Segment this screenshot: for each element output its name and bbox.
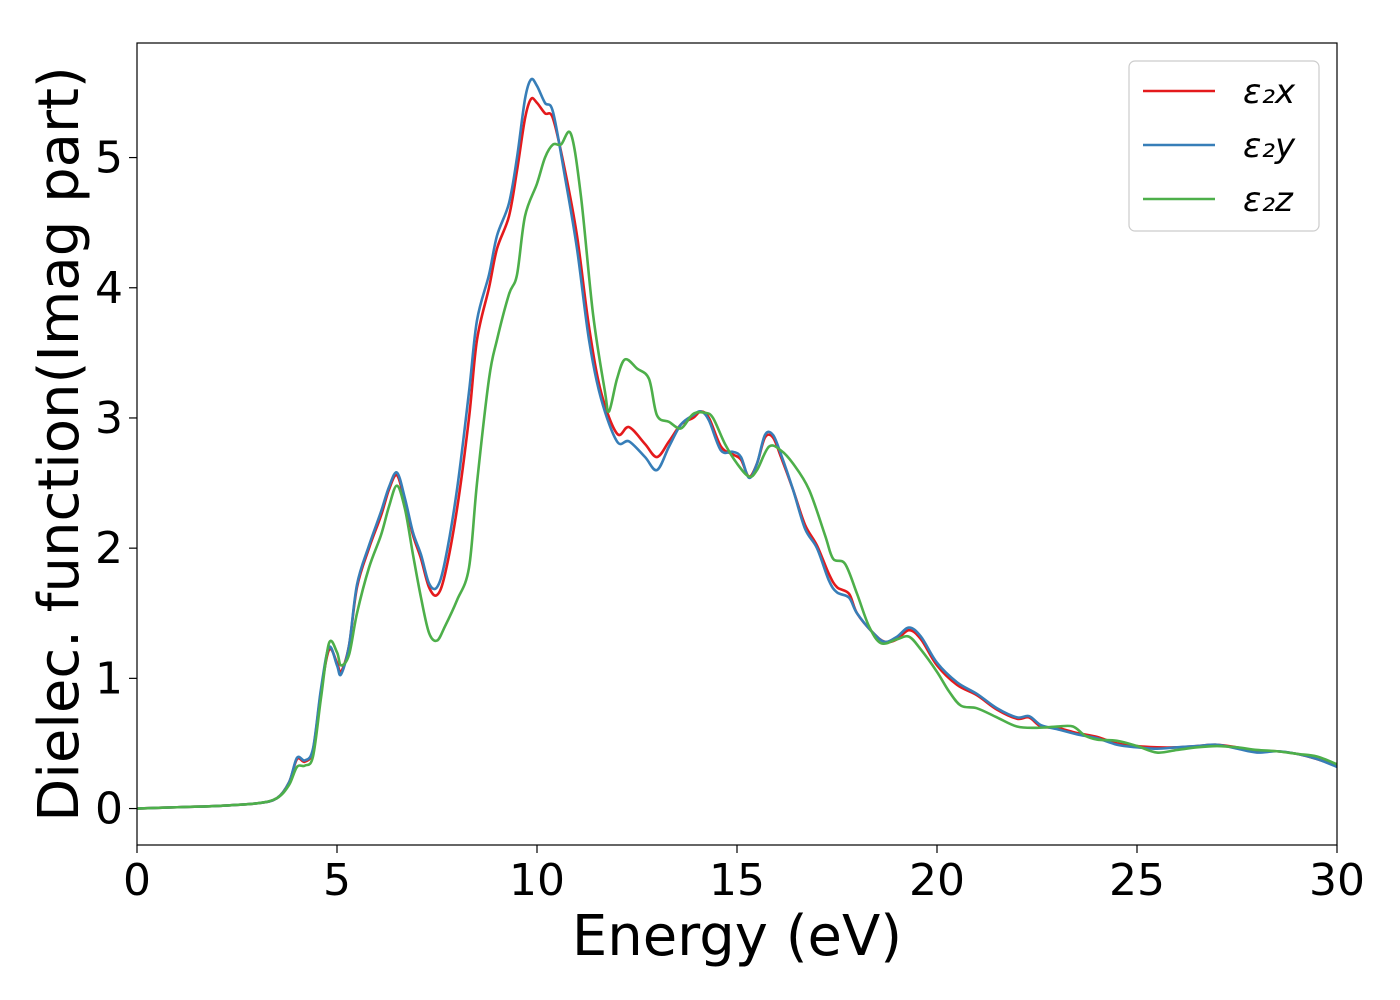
x-axis: 0 5 10 15 20 25 30 [123,845,1365,906]
y-axis-title: Dielec. function(Imag part) [27,66,92,822]
y-tick-label: 1 [95,653,123,704]
series-layer [136,77,1338,810]
y-axis: 0 1 2 3 4 5 [95,133,137,835]
legend-label-0: ε₂x [1243,72,1296,112]
x-tick-label: 15 [709,855,765,906]
legend: ε₂x ε₂y ε₂z [1128,60,1320,232]
x-tick-label: 25 [1109,855,1165,906]
legend-box [1128,60,1320,232]
series-line-1 [136,77,1338,810]
y-tick-label: 0 [95,784,123,835]
legend-label-2: ε₂z [1243,180,1294,220]
x-tick-label: 30 [1309,855,1365,906]
x-tick-label: 20 [909,855,965,906]
x-tick-label: 5 [323,855,351,906]
legend-label-1: ε₂y [1243,126,1296,166]
x-axis-title: Energy (eV) [572,904,902,969]
x-tick-label: 10 [509,855,565,906]
y-tick-label: 5 [95,133,123,184]
y-tick-label: 2 [95,523,123,574]
y-tick-label: 4 [95,263,123,314]
x-tick-label: 0 [123,855,151,906]
y-tick-label: 3 [95,393,123,444]
series-line-2 [136,130,1338,810]
